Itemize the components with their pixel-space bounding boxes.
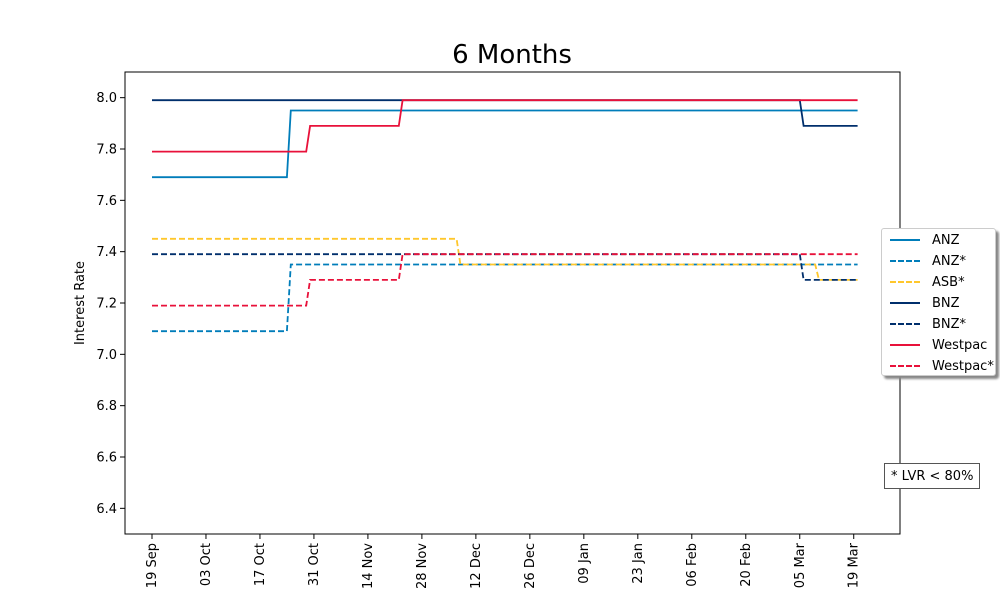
series-line-anz-lvr [152, 263, 858, 333]
x-tick-label: 23 Jan [631, 543, 646, 584]
y-tick-label: 7.0 [96, 348, 117, 363]
x-tick-label: 12 Dec [469, 543, 484, 589]
x-tick-label: 05 Mar [793, 542, 808, 588]
series-line-westpac [152, 99, 858, 153]
x-tick-label: 09 Jan [577, 543, 592, 584]
legend-swatch [890, 302, 920, 304]
x-tick-label: 31 Oct [307, 543, 322, 586]
legend-item: Westpac [890, 335, 987, 355]
y-tick-label: 7.2 [96, 297, 117, 312]
y-tick-label: 7.6 [96, 194, 117, 209]
x-tick-label: 19 Sep [145, 543, 160, 588]
series-line-asb-lvr [152, 237, 858, 281]
legend-swatch [890, 281, 920, 283]
legend-label: ANZ* [932, 253, 967, 269]
legend-label: Westpac* [932, 358, 994, 374]
legend-item: BNZ* [890, 314, 966, 334]
y-tick-label: 6.8 [96, 399, 117, 414]
y-axis-ticks: 6.4 6.6 6.8 7.0 7.2 7.4 7.6 7.8 8.0 [96, 91, 125, 517]
series-line-bnz-lvr [152, 253, 858, 281]
legend-swatch [890, 260, 920, 262]
legend-swatch [890, 365, 920, 367]
y-tick-label: 7.4 [96, 245, 117, 260]
x-tick-label: 06 Feb [685, 543, 700, 587]
plot-frame [124, 71, 901, 535]
x-tick-label: 17 Oct [253, 543, 268, 586]
legend-swatch [890, 239, 920, 241]
legend-item: ANZ [890, 230, 960, 250]
series-line-bnz [152, 99, 858, 127]
x-tick-label: 14 Nov [361, 543, 376, 589]
y-tick-label: 7.8 [96, 143, 117, 158]
legend-label: Westpac [932, 337, 988, 353]
legend-label: ANZ [932, 232, 960, 248]
lvr-note-annotation: * LVR < 80% [884, 463, 981, 489]
legend-label: BNZ* [932, 316, 967, 332]
y-axis-label: Interest Rate [73, 261, 88, 345]
legend-item: Westpac* [890, 356, 994, 376]
x-tick-label: 03 Oct [199, 543, 214, 586]
y-tick-label: 6.6 [96, 451, 117, 466]
legend-item: ANZ* [890, 251, 966, 271]
series-line-westpac-lvr [152, 253, 858, 307]
x-tick-label: 26 Dec [523, 543, 538, 589]
x-tick-label: 20 Feb [739, 543, 754, 587]
y-tick-label: 8.0 [96, 91, 117, 106]
legend-label: BNZ [932, 295, 960, 311]
legend-swatch [890, 344, 920, 346]
legend-item: BNZ [890, 293, 960, 313]
x-axis-ticks: 19 Sep 03 Oct 17 Oct 31 Oct 14 Nov 28 Nov 12 D… [145, 534, 862, 589]
plot-series [152, 99, 858, 333]
legend-item: ASB* [890, 272, 965, 292]
x-tick-label: 19 Mar [847, 542, 862, 588]
legend: ANZ ANZ* ASB* BNZ BNZ* Westpac Westpac* [881, 228, 996, 376]
legend-label: ASB* [932, 274, 965, 290]
legend-swatch [890, 323, 920, 325]
series-line-anz [152, 109, 858, 179]
chart-title: 6 Months [452, 40, 572, 70]
y-tick-label: 6.4 [96, 502, 117, 517]
x-tick-label: 28 Nov [415, 543, 430, 589]
